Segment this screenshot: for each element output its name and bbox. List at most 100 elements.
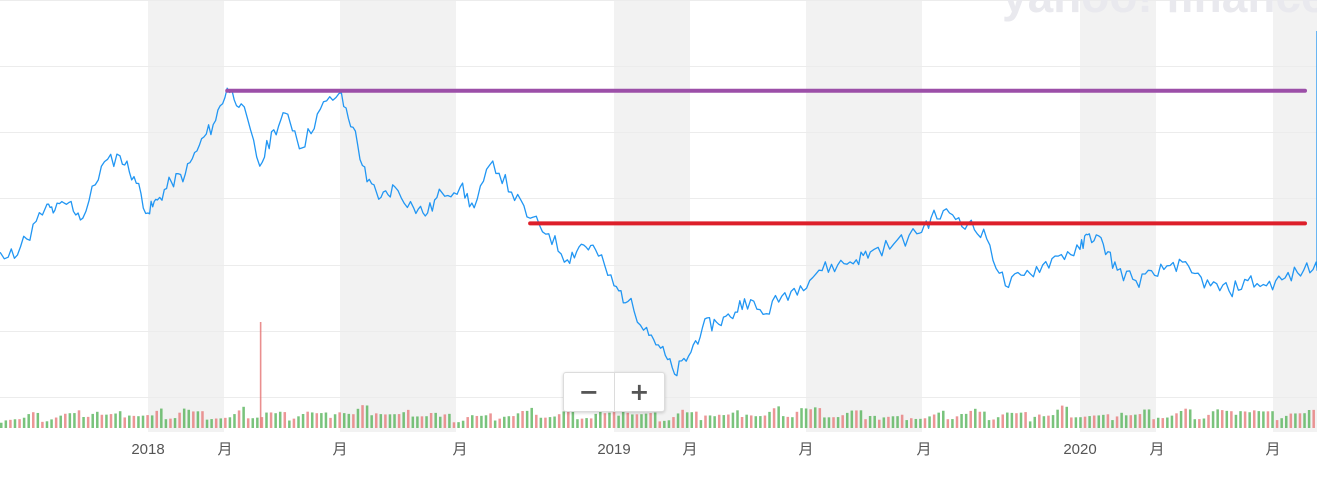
volume-bar [50,419,53,428]
volume-bar [690,412,694,428]
volume-bar [942,410,945,428]
x-tick-label: 月 [798,441,813,458]
volume-bar [717,414,721,428]
volume-bar [850,410,854,428]
volume-bar [1198,419,1201,428]
volume-bar [763,415,767,428]
volume-bar [978,411,982,428]
volume-bar [150,415,154,428]
volume-bar [86,416,90,428]
volume-bar [1111,420,1114,428]
volume-bar [1303,413,1306,428]
volume-bar [480,415,483,428]
volume-bar [297,416,300,428]
volume-bar [507,416,511,428]
volume-bar [987,420,991,428]
volume-bar [914,418,918,428]
volume-bar [246,418,250,428]
volume-bar [338,412,341,428]
volume-bar [855,410,858,428]
volume-bar [73,413,76,428]
volume-bar [1102,414,1105,428]
zoom-in-button[interactable]: + [613,373,665,411]
volume-bar [1070,417,1073,428]
watermark-logo: yahoo! finance [1002,0,1317,22]
volume-bar [0,422,3,428]
trend-lines [225,88,1307,226]
volume-bar [580,418,584,428]
volume-bar [374,413,378,428]
volume-bar [1010,412,1014,428]
volume-bar [749,415,753,428]
volume-bar [1097,415,1101,428]
volume-bar [525,410,529,428]
volume-bar [365,405,369,428]
volume-bar [1028,421,1032,428]
volume-bar [169,418,172,428]
x-tick-label: 月 [1265,441,1280,458]
volume-bar [1239,411,1242,428]
volume-bar [1147,409,1151,428]
volume-bar [891,416,895,428]
shaded-period-4 [1080,0,1156,432]
volume-bar [1079,417,1082,428]
volume-bar [1220,410,1224,428]
volume-bar [402,412,405,428]
volume-bar [164,419,168,428]
volume-bar [1083,416,1087,428]
volume-bar [951,419,954,428]
volume-bar [800,408,803,428]
volume-bar [1056,409,1059,428]
volume-bar [41,421,44,428]
volume-bar [827,417,831,428]
volume-bar [452,422,456,428]
volume-bar [471,415,474,428]
volume-bar [32,412,35,428]
volume-bar [251,418,255,428]
volume-bar [859,410,863,428]
volume-bar [439,416,442,428]
volume-bar [1234,414,1238,428]
volume-bar [1298,413,1302,428]
volume-bar [109,414,113,428]
x-axis: 2018 月 月 月 2019 月 月 月 2020 月 月 [131,441,1280,458]
volume-bar [1257,411,1261,428]
volume-bar [644,413,648,428]
zoom-control: − + [563,372,665,412]
volume-bar [1051,415,1055,428]
volume-bar [114,413,117,428]
volume-bar [1280,418,1283,428]
volume-bar [1115,416,1119,428]
x-tick-label: 月 [452,441,467,458]
volume-bar [722,415,726,428]
shaded-period-1 [340,0,456,432]
volume-bar [1248,412,1251,428]
volume-bar [173,418,177,428]
volume-bar [128,415,131,428]
volume-bar [818,408,822,428]
volume-bar [352,414,355,428]
x-tick-label: 月 [682,441,697,458]
volume-bar [992,419,995,428]
zoom-out-button[interactable]: − [578,378,599,406]
volume-bar [160,408,163,428]
price-series [0,31,1317,377]
volume-bar [1001,414,1004,428]
volume-bar [1193,419,1197,428]
volume-bar [932,414,936,428]
volume-bar [576,419,579,428]
volume-bar [1307,410,1311,428]
volume-bar [91,413,94,428]
volume-bar [36,412,40,428]
volume-bar [928,416,931,428]
volume-bar [553,416,556,428]
volume-bar [1106,414,1110,428]
volume-bar [370,415,373,428]
volume-bar [571,409,575,428]
x-tick-label: 月 [1149,441,1164,458]
volume-bar [13,419,17,428]
volume-bar [672,417,675,428]
volume-bar [836,417,840,428]
volume-bar [384,414,387,428]
volume-bar [882,417,886,428]
